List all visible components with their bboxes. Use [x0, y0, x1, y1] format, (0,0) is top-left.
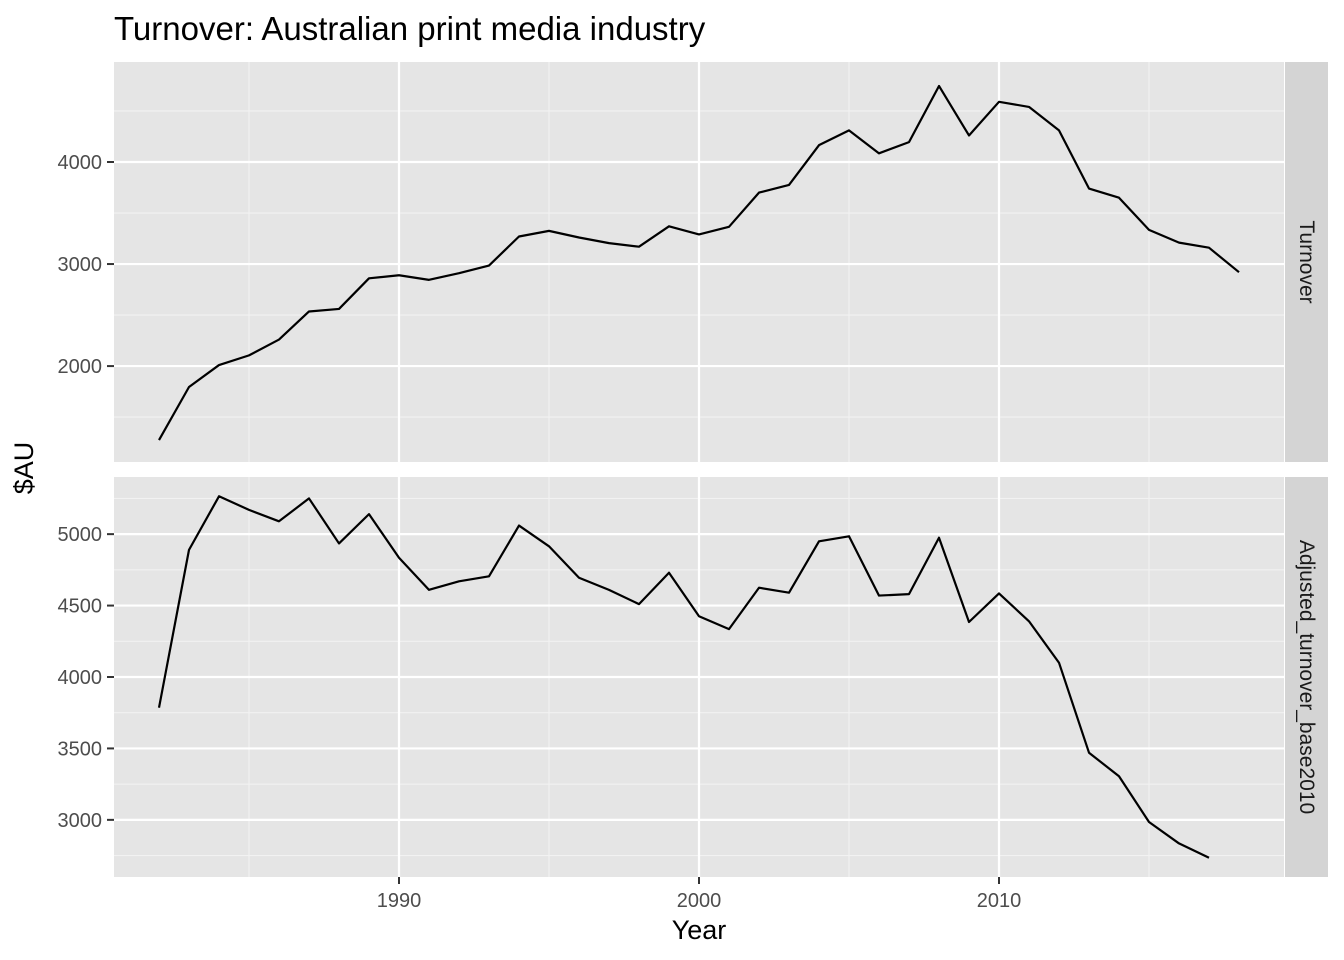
x-tick-label: 1990: [377, 890, 422, 912]
series-line-2: [157, 495, 1210, 859]
x-axis-title: Year: [672, 915, 727, 945]
chart-title: Turnover: Australian print media industr…: [114, 10, 706, 47]
facet-panel-2: 3000 3500 4000 4500 5000 Adjusted_turnover_ba…: [58, 477, 1328, 877]
y-tick-label: 3000: [58, 810, 103, 832]
x-axis: 1990 2000 2010: [377, 877, 1022, 912]
facet-strip-label: Adjusted_turnover_base2010: [1295, 540, 1318, 814]
y-tick-label: 3000: [58, 254, 103, 276]
x-tick-label: 2000: [677, 890, 722, 912]
y-tick-label: 4000: [58, 152, 103, 174]
y-axis-title: $AU: [9, 442, 39, 495]
y-tick-label: 4500: [58, 596, 103, 618]
facet-strip: [1285, 477, 1328, 877]
facet-panel-1: 2000 3000 4000 Turnover: [58, 62, 1328, 462]
facet-strip: [1285, 62, 1328, 462]
y-tick-label: 2000: [58, 356, 103, 378]
series-line-1: [158, 84, 1240, 441]
x-tick-label: 2010: [977, 890, 1022, 912]
chart-panels: 2000 3000 4000 Turnover 3000 3500 4000 4500 5000…: [58, 62, 1328, 877]
facet-strip-label: Turnover: [1295, 220, 1318, 303]
y-tick-label: 5000: [58, 524, 103, 546]
y-tick-label: 4000: [58, 667, 103, 689]
y-tick-label: 3500: [58, 738, 103, 760]
